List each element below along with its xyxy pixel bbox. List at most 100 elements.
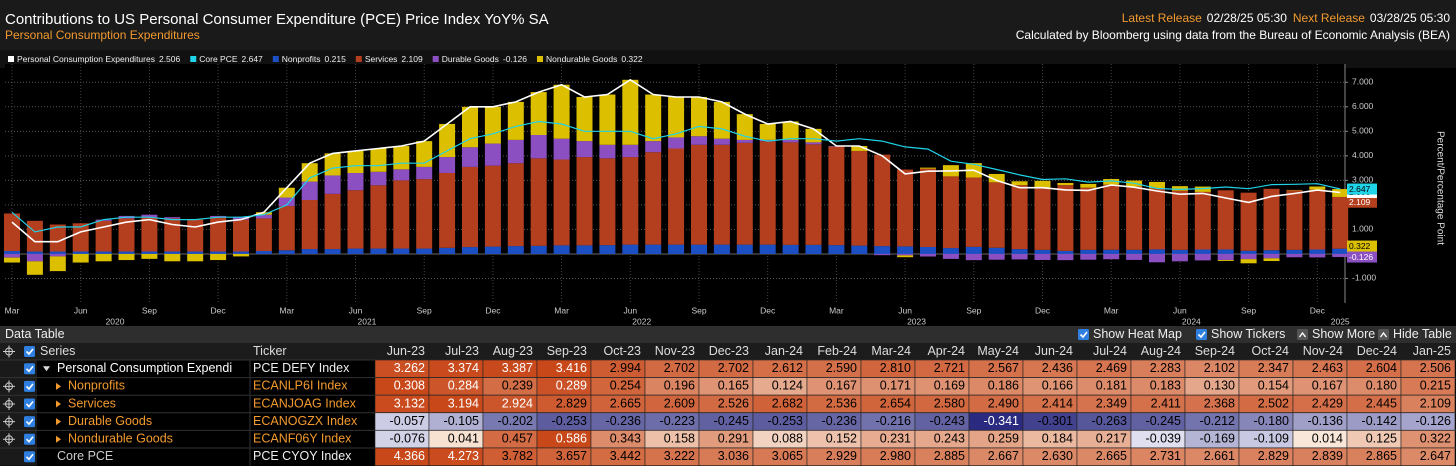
x-tick-label: Sep xyxy=(966,305,981,315)
bar-segment xyxy=(736,139,753,143)
bar-segment xyxy=(942,176,959,249)
bar-segment xyxy=(645,244,662,254)
table-value: 2.612 xyxy=(772,361,803,375)
legend-value: 2.109 xyxy=(401,54,423,64)
bar-segment xyxy=(26,251,43,254)
bar-segment xyxy=(210,215,227,218)
bar-segment xyxy=(576,96,593,142)
bar-segment xyxy=(576,245,593,254)
bar-segment xyxy=(1011,185,1028,250)
bar-segment xyxy=(942,248,959,254)
table-value: 2.429 xyxy=(1312,396,1343,410)
bar-segment xyxy=(1126,249,1143,254)
toggle-icon xyxy=(1378,329,1389,340)
table-value: 3.222 xyxy=(664,449,695,463)
x-tick-label: Mar xyxy=(5,305,20,315)
bar-segment xyxy=(1240,192,1257,251)
table-value: 3.657 xyxy=(556,449,587,463)
table-value: 0.014 xyxy=(1312,431,1343,445)
table-value: -0.301 xyxy=(1038,414,1073,428)
value-tag xyxy=(1347,251,1377,263)
bar-segment xyxy=(49,224,66,252)
bar-segment xyxy=(691,144,707,245)
row-checkbox[interactable] xyxy=(24,363,35,375)
legend-label: Nondurable Goods xyxy=(546,54,617,64)
bar-segment xyxy=(874,246,891,254)
bar-segment xyxy=(278,250,295,254)
bar-segment xyxy=(1263,188,1280,251)
column-header: Jan-25 xyxy=(1413,344,1451,358)
legend-label: Durable Goods xyxy=(442,54,499,64)
bar-segment xyxy=(1286,190,1303,250)
bar-segment xyxy=(942,253,959,259)
bar-segment xyxy=(1126,186,1143,250)
bar-segment xyxy=(805,128,822,143)
ticker: PCE CYOY Index xyxy=(253,449,352,463)
row-checkbox[interactable] xyxy=(24,380,35,392)
bar-segment xyxy=(484,106,501,144)
row-checkbox[interactable] xyxy=(24,433,35,445)
bar-segment xyxy=(370,185,387,249)
series-name: Nondurable Goods xyxy=(68,431,173,445)
bar-segment xyxy=(233,219,249,252)
bar-segment xyxy=(4,251,20,254)
checkbox xyxy=(24,363,35,375)
legend-swatch xyxy=(355,56,362,62)
legend-swatch xyxy=(272,56,279,62)
row-name-cell xyxy=(37,377,375,396)
bar-segment xyxy=(278,206,295,251)
bar-segment xyxy=(507,101,524,140)
checkmark xyxy=(25,383,34,391)
x-tick-label: Sep xyxy=(142,305,157,315)
table-control[interactable]: Hide Table xyxy=(1378,327,1452,341)
row-checkbox[interactable] xyxy=(24,346,35,357)
column-header: Aug-24 xyxy=(1141,344,1181,358)
chevron xyxy=(1379,331,1388,338)
bar-segment xyxy=(1217,249,1234,254)
bar-segment xyxy=(26,261,43,275)
table-control[interactable]: Show More xyxy=(1297,327,1375,341)
bar-segment xyxy=(118,218,135,252)
bar-segment xyxy=(782,139,799,143)
table-value: 2.994 xyxy=(610,361,641,375)
bar-segment xyxy=(553,84,570,139)
table-value: 2.682 xyxy=(772,396,803,410)
x-tick-label: Jun xyxy=(623,305,637,315)
bar-segment xyxy=(324,175,341,194)
value-tag xyxy=(1347,183,1377,195)
table-value: 0.166 xyxy=(1042,379,1073,393)
row-checkbox[interactable] xyxy=(24,398,35,410)
bar-segment xyxy=(118,253,135,261)
table-value: 0.239 xyxy=(502,379,533,393)
table-value: 2.810 xyxy=(880,361,911,375)
bar-segment xyxy=(988,182,1005,248)
bar-segment xyxy=(713,138,730,145)
bar-segment xyxy=(530,245,547,254)
table-value: -0.142 xyxy=(1362,414,1397,428)
bar-segment xyxy=(1034,253,1051,260)
series-name: Services xyxy=(68,396,116,410)
bar-segment xyxy=(49,253,66,257)
row-checkbox[interactable] xyxy=(24,451,35,463)
table-value: 2.436 xyxy=(1042,361,1073,375)
bar-segment xyxy=(736,244,753,254)
bar-segment xyxy=(736,114,753,140)
bar-segment xyxy=(622,79,639,145)
x-tick-label: Mar xyxy=(1104,305,1119,315)
y-tick-label: 7.000 xyxy=(1352,77,1374,87)
bar-segment xyxy=(141,214,158,218)
bar-segment xyxy=(370,248,387,254)
column-header: Aug-23 xyxy=(493,344,533,358)
table-value: 0.259 xyxy=(988,431,1019,445)
table-value: -0.245 xyxy=(1146,414,1181,428)
focus-icon xyxy=(3,415,15,428)
row-checkbox[interactable] xyxy=(24,416,35,428)
table-control[interactable]: Show Heat Map xyxy=(1078,327,1182,341)
table-control[interactable]: Show Tickers xyxy=(1196,327,1285,341)
line-series xyxy=(11,120,1341,233)
bar-segment xyxy=(920,168,936,247)
bar-segment xyxy=(668,148,685,245)
bar-segment xyxy=(1171,186,1188,191)
column-header: Nov-24 xyxy=(1303,344,1343,358)
